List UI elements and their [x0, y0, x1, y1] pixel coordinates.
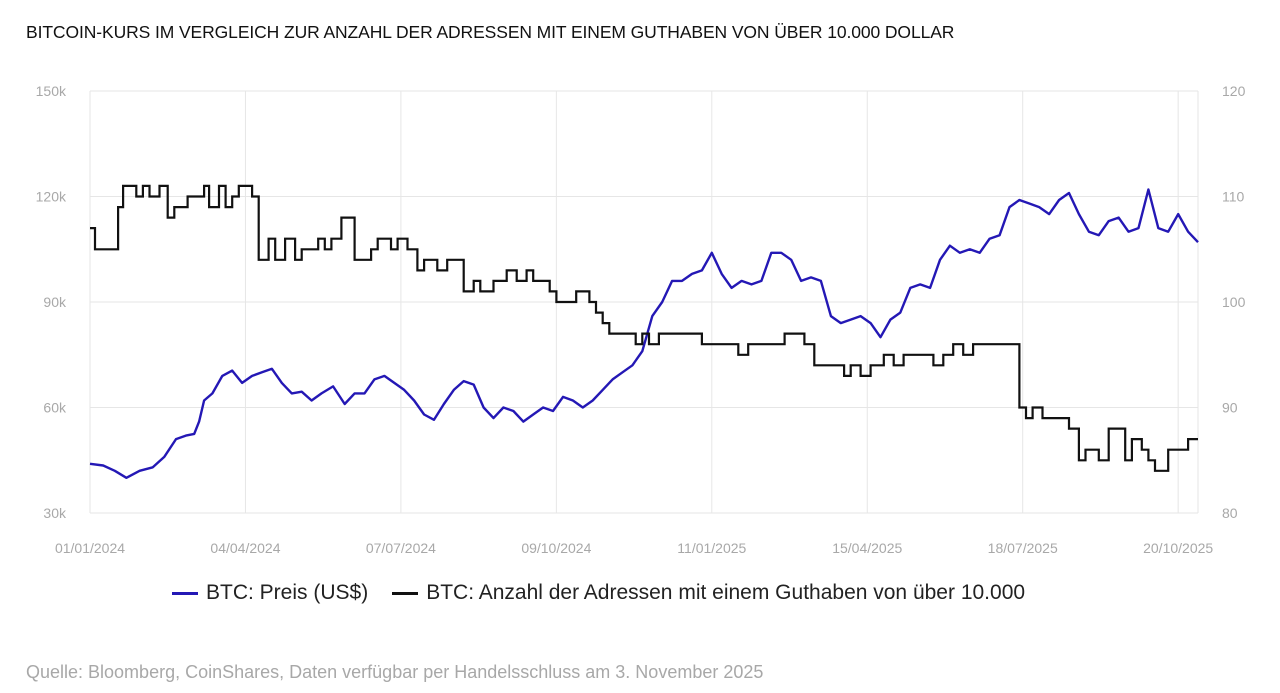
x-tick-label: 07/07/2024	[366, 540, 436, 556]
x-tick-label: 11/01/2025	[677, 540, 746, 556]
x-tick-label: 04/04/2024	[210, 540, 280, 556]
legend: BTC: Preis (US$) BTC: Anzahl der Adresse…	[172, 581, 1049, 605]
legend-swatch-price	[172, 591, 198, 595]
x-tick-label: 09/10/2024	[521, 540, 591, 556]
legend-item-addresses: BTC: Anzahl der Adressen mit einem Gutha…	[392, 581, 1025, 605]
x-tick-label: 18/07/2025	[988, 540, 1058, 556]
series-line-addresses	[90, 184, 1198, 472]
y-left-tick-label: 90k	[43, 294, 67, 310]
series-lines	[89, 184, 1199, 479]
legend-item-price: BTC: Preis (US$)	[172, 581, 368, 605]
x-tick-label: 20/10/2025	[1143, 540, 1213, 556]
grid-lines	[89, 90, 1199, 514]
y-left-tick-label: 120k	[36, 189, 67, 205]
y-right-tick-label: 80	[1222, 505, 1238, 521]
legend-swatch-addresses	[392, 591, 419, 595]
chart-title: BITCOIN-KURS IM VERGLEICH ZUR ANZAHL DER…	[26, 22, 955, 42]
x-tick-label: 01/01/2024	[55, 540, 125, 556]
y-right-tick-label: 90	[1222, 400, 1238, 416]
y-right-tick-label: 110	[1222, 189, 1245, 205]
y-right-tick-label: 100	[1222, 294, 1246, 310]
y-left-tick-label: 60k	[43, 400, 67, 416]
axis-ticks: 30k 60k 90k 120k 150k 80 90 100 110 120 01/01/2024…	[36, 83, 1246, 556]
source-note: Quelle: Bloomberg, CoinShares, Daten ver…	[26, 662, 764, 682]
y-right-tick-label: 120	[1222, 83, 1246, 99]
y-left-tick-label: 30k	[43, 505, 67, 521]
y-left-tick-label: 150k	[36, 83, 67, 99]
legend-label-price: BTC: Preis (US$)	[206, 581, 369, 604]
legend-label-addresses: BTC: Anzahl der Adressen mit einem Gutha…	[426, 581, 1026, 604]
x-tick-label: 15/04/2025	[832, 540, 902, 556]
